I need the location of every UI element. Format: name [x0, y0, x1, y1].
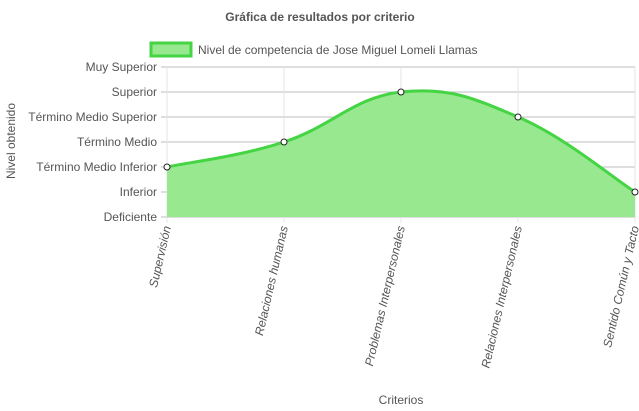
x-tick-label: Relaciones Interpersonales	[479, 225, 525, 370]
series-fill	[167, 90, 635, 217]
data-point[interactable]	[397, 88, 405, 96]
x-tick-label: Relaciones humanas	[252, 225, 291, 337]
y-tick-label: Término Medio Superior	[28, 110, 157, 124]
y-tick-label: Muy Superior	[86, 60, 157, 74]
data-points	[163, 88, 639, 196]
x-axis-ticks: Supervisión Relaciones humanas Problemas I…	[146, 224, 639, 369]
y-tick-label: Inferior	[120, 185, 157, 199]
y-tick-label: Deficiente	[104, 210, 158, 224]
legend-swatch	[149, 41, 193, 58]
x-tick-label: Problemas Interpersonales	[362, 225, 408, 368]
y-tick-label: Término Medio Inferior	[36, 160, 157, 174]
data-point[interactable]	[631, 188, 639, 196]
chart-title: Gráfica de resultados por criterio	[225, 10, 414, 24]
data-point[interactable]	[514, 113, 522, 121]
y-tick-label: Superior	[112, 85, 157, 99]
series-area	[166, 89, 636, 217]
x-tick-label: Sentido Común y Tacto	[600, 224, 639, 349]
y-axis-title: Nivel obtenido	[4, 103, 18, 179]
x-axis-title: Criterios	[379, 393, 424, 407]
y-axis-ticks: Deficiente Inferior Término Medio Inferior…	[28, 60, 157, 224]
legend-label: Nivel de competencia de Jose Miguel Lome…	[198, 43, 477, 57]
data-point[interactable]	[163, 163, 171, 171]
data-point[interactable]	[280, 138, 288, 146]
legend[interactable]: Nivel de competencia de Jose Miguel Lome…	[149, 41, 477, 58]
y-tick-label: Término Medio	[77, 135, 157, 149]
x-tick-label: Supervisión	[146, 224, 174, 289]
